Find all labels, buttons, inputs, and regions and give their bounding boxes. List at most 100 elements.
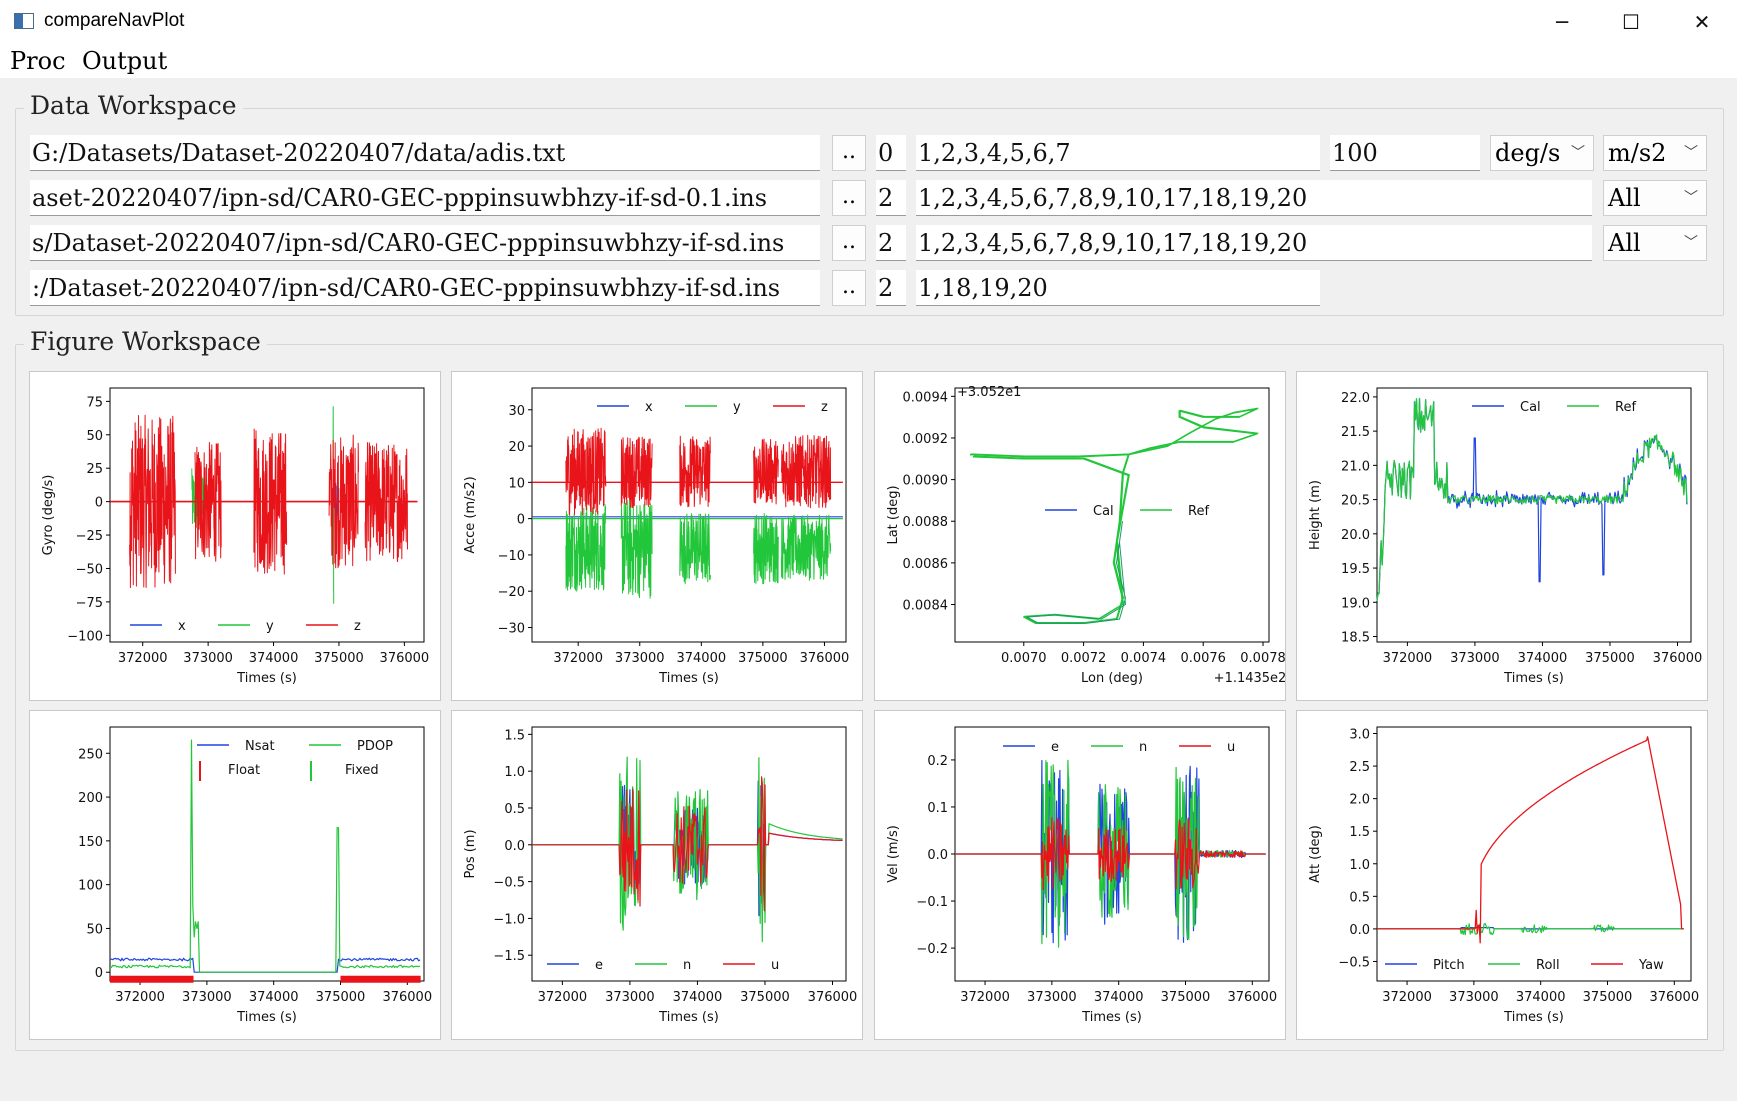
file-path-text-2: aset-20220407/ipn-sd/CAR0-GEC-pppinsuwbh…: [32, 184, 768, 212]
acce-unit-value: m/s2: [1608, 139, 1667, 167]
x-tick-label: 372000: [115, 990, 165, 1005]
series-y: [780, 514, 832, 581]
series-select-2[interactable]: All ﹀: [1603, 180, 1707, 216]
browse-button-4[interactable]: ..: [832, 270, 866, 306]
menu-output[interactable]: Output: [82, 47, 168, 75]
plot-frame: [1376, 726, 1692, 982]
columns-input-3[interactable]: 1,2,3,4,5,6,7,8,9,10,17,18,19,20: [916, 225, 1592, 261]
legend-label: Cal: [1093, 504, 1114, 519]
chart-height: 372000 373000 374000 375000 376000 22.0 21.5 21…: [1296, 371, 1708, 701]
y-tick-label: 50: [86, 922, 103, 937]
float-bar: [340, 975, 421, 983]
minimize-button[interactable]: ─: [1555, 10, 1569, 34]
legend-label: z: [354, 619, 361, 634]
series-ref: [970, 407, 1259, 624]
y-axis-label: Pos (m): [463, 829, 478, 878]
chevron-down-icon: ﹀: [1571, 145, 1585, 161]
y-tick-label: −75: [76, 596, 103, 611]
x-tick-label: 374000: [1518, 651, 1568, 666]
y-tick-label: 20: [508, 440, 525, 455]
chart-pos-svg: 372000 373000 374000 375000 376000 1.5 1.0 0.5 0…: [463, 726, 858, 1025]
series-z: [364, 442, 408, 563]
file-path-input-4[interactable]: :/Dataset-20220407/ipn-sd/CAR0-GEC-pppin…: [30, 270, 820, 306]
series-ref: [1376, 397, 1688, 602]
y-tick-label: 20.5: [1341, 494, 1370, 509]
y-tick-label: 0: [95, 496, 103, 511]
y-tick-label: −0.2: [916, 942, 948, 957]
y-tick-label: 0.0: [927, 848, 948, 863]
file-path-input-3[interactable]: s/Dataset-20220407/ipn-sd/CAR0-GEC-pppin…: [30, 225, 820, 261]
legend-label: Roll: [1536, 958, 1560, 973]
x-tick-label: 372000: [553, 651, 603, 666]
x-tick-label: 372000: [538, 990, 588, 1005]
series-z: [620, 436, 653, 509]
series-z: [780, 434, 832, 509]
browse-button-2[interactable]: ..: [832, 180, 866, 216]
x-tick-label: 372000: [960, 990, 1010, 1005]
legend-label: Ref: [1188, 504, 1209, 519]
skip-lines-input-4[interactable]: 2: [876, 270, 906, 306]
x-axis-label: Times (s): [236, 1010, 297, 1025]
y-tick-label: −25: [76, 529, 103, 544]
close-button[interactable]: ✕: [1693, 10, 1711, 34]
columns-input-2[interactable]: 1,2,3,4,5,6,7,8,9,10,17,18,19,20: [916, 180, 1592, 216]
y-tick-label: 10: [508, 476, 525, 491]
series-z: [328, 434, 359, 569]
y-tick-label: 1.5: [1349, 825, 1370, 840]
x-tick-label: 372000: [1382, 990, 1432, 1005]
gyro-unit-select[interactable]: deg/s ﹀: [1490, 135, 1594, 171]
menu-proc[interactable]: Proc: [10, 47, 66, 75]
series-y: [565, 504, 607, 592]
x-tick-label: 376000: [800, 651, 850, 666]
columns-input-4[interactable]: 1,18,19,20: [916, 270, 1320, 306]
x-tick-label: 376000: [1653, 651, 1703, 666]
y-tick-label: 2.5: [1349, 760, 1370, 775]
chart-height-svg: 372000 373000 374000 375000 376000 22.0 21.5 21…: [1308, 387, 1703, 686]
rate-input[interactable]: 100: [1330, 135, 1480, 171]
x-tick-label: 373000: [1449, 990, 1499, 1005]
legend-label: n: [683, 958, 691, 973]
y-tick-label: 50: [86, 429, 103, 444]
y-tick-label: 0.5: [504, 802, 525, 817]
y-tick-label: 19.0: [1341, 596, 1370, 611]
series-z: [565, 427, 607, 516]
browse-button-1[interactable]: ..: [832, 135, 866, 171]
chart-nsat-svg: 372000 373000 374000 375000 376000 250 200 150 1…: [78, 726, 432, 1025]
y-tick-label: −1.0: [493, 912, 525, 927]
skip-lines-input-2[interactable]: 2: [876, 180, 906, 216]
y-tick-label: 1.5: [504, 728, 525, 743]
columns-input-1[interactable]: 1,2,3,4,5,6,7: [916, 135, 1320, 171]
legend-label: Pitch: [1433, 958, 1465, 973]
series-u: [532, 776, 843, 912]
legend-label: Ref: [1615, 400, 1636, 415]
y-tick-label: 150: [78, 835, 103, 850]
browse-button-3[interactable]: ..: [832, 225, 866, 261]
series-u: [955, 817, 1266, 891]
x-axis-label: Times (s): [1081, 1010, 1142, 1025]
series-select-value-2: All: [1608, 184, 1641, 212]
series-y: [679, 513, 711, 585]
series-select-3[interactable]: All ﹀: [1603, 225, 1707, 261]
y-tick-label: 25: [86, 462, 103, 477]
file-path-input-2[interactable]: aset-20220407/ipn-sd/CAR0-GEC-pppinsuwbh…: [30, 180, 820, 216]
x-tick-label: 376000: [1227, 990, 1277, 1005]
y-tick-label: 0.0086: [903, 557, 949, 572]
y-tick-label: 20.0: [1341, 528, 1370, 543]
acce-unit-select[interactable]: m/s2 ﹀: [1603, 135, 1707, 171]
skip-lines-input-3[interactable]: 2: [876, 225, 906, 261]
y-tick-label: 18.5: [1341, 631, 1370, 646]
plot-frame: [1376, 387, 1692, 643]
y-tick-label: 21.5: [1341, 425, 1370, 440]
chevron-down-icon: ﹀: [1684, 145, 1698, 161]
y-tick-label: 0.0092: [903, 432, 949, 447]
maximize-button[interactable]: ☐: [1622, 10, 1640, 34]
y-tick-label: 21.0: [1341, 459, 1370, 474]
skip-lines-input-1[interactable]: 0: [876, 135, 906, 171]
x-axis-label: Lon (deg): [1081, 671, 1143, 686]
x-tick-label: 0.0074: [1121, 651, 1167, 666]
x-tick-label: 376000: [808, 990, 858, 1005]
series-nsat: [109, 957, 421, 973]
file-path-input-1[interactable]: G:/Datasets/Dataset-20220407/data/adis.t…: [30, 135, 820, 171]
menu-bar: Proc Output: [0, 44, 1737, 78]
x-tick-label: 373000: [1027, 990, 1077, 1005]
